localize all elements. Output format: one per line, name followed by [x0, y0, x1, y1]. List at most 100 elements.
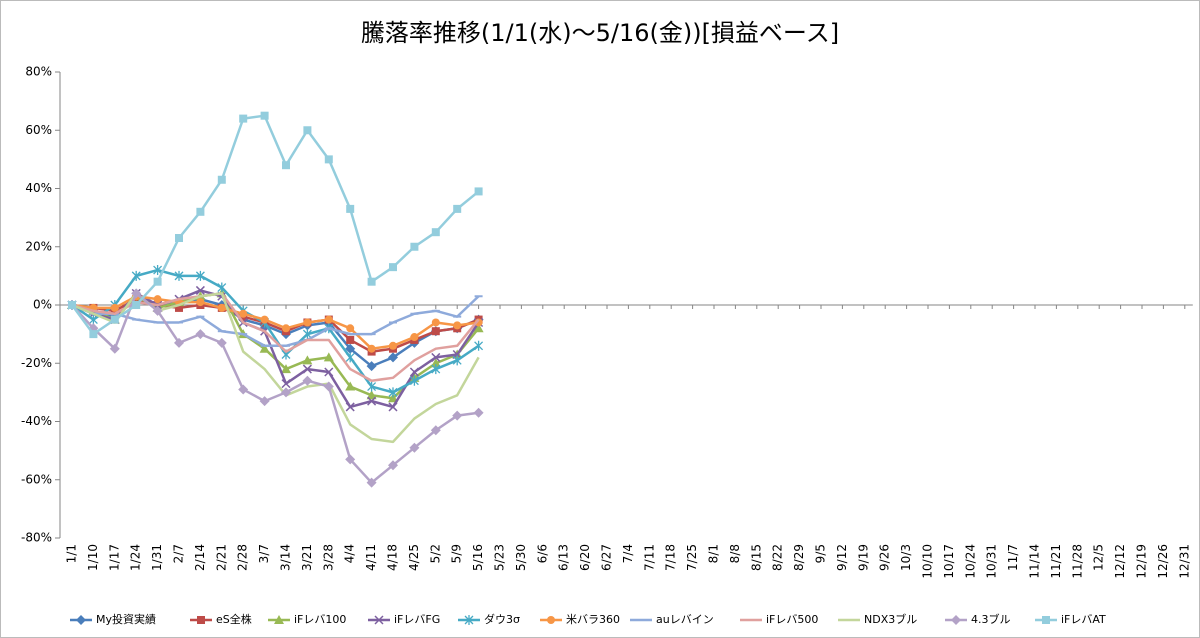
marker [216, 337, 227, 348]
marker [367, 344, 376, 353]
legend-label: 4.3ブル [971, 612, 1011, 626]
marker [217, 175, 226, 184]
marker [302, 329, 312, 340]
x-tick-label: 12/5 [1092, 544, 1106, 571]
marker [195, 270, 205, 281]
marker [260, 315, 269, 324]
marker [345, 381, 356, 391]
x-tick-label: 5/30 [514, 544, 528, 571]
marker [431, 228, 440, 237]
legend-item: NDX3ブル [838, 612, 917, 626]
legend-label: eS全株 [216, 612, 252, 626]
marker [281, 379, 291, 389]
marker [110, 303, 119, 312]
marker [131, 270, 141, 281]
marker [196, 207, 205, 216]
marker [345, 343, 356, 354]
x-tick-label: 7/18 [664, 544, 678, 571]
marker [282, 324, 290, 333]
x-tick-label: 12/12 [1113, 544, 1127, 579]
marker [388, 402, 398, 412]
marker [388, 352, 398, 363]
marker [547, 616, 555, 624]
series-line [71, 292, 479, 484]
x-tick-label: 12/19 [1135, 544, 1149, 579]
marker [89, 330, 98, 339]
marker [239, 114, 248, 123]
x-tick-label: 8/15 [749, 544, 763, 571]
marker [473, 407, 484, 418]
marker [88, 314, 98, 325]
x-tick-label: 7/25 [685, 544, 699, 571]
marker [260, 111, 269, 120]
marker [323, 352, 334, 362]
marker [410, 333, 419, 342]
x-tick-label: 7/4 [621, 544, 635, 563]
marker [388, 460, 398, 471]
x-tick-label: 1/1 [65, 544, 79, 563]
y-tick-label: 20% [25, 239, 52, 253]
marker [473, 323, 484, 333]
marker [464, 615, 474, 625]
x-tick-label: 11/14 [1028, 544, 1042, 579]
marker [131, 288, 142, 299]
x-tick-label: 10/24 [963, 544, 977, 579]
marker [474, 340, 484, 351]
marker [281, 387, 291, 398]
marker [153, 277, 162, 286]
marker [389, 263, 397, 272]
marker [453, 204, 462, 213]
marker [367, 396, 377, 406]
x-tick-label: 5/16 [471, 544, 485, 571]
marker [346, 324, 355, 333]
marker [174, 270, 184, 281]
x-tick-label: 8/1 [707, 544, 721, 563]
x-tick-label: 2/7 [172, 544, 186, 563]
legend-item: auレバイン [630, 613, 714, 626]
x-tick-label: 9/26 [878, 544, 892, 571]
legend-label: iFレバ100 [294, 613, 346, 626]
marker [110, 315, 119, 324]
x-tick-label: 9/19 [856, 544, 870, 571]
x-tick-label: 8/29 [792, 544, 806, 571]
legend-label: iFレバ500 [766, 613, 818, 626]
marker [1042, 616, 1050, 624]
x-tick-label: 6/6 [535, 544, 549, 563]
marker [474, 187, 483, 196]
x-tick-label: 6/13 [557, 544, 571, 571]
marker [259, 396, 270, 407]
legend-label: auレバイン [656, 613, 714, 626]
x-tick-label: 6/27 [600, 544, 614, 571]
chart-title: 騰落率推移(1/1(水)～5/16(金))[損益ベース] [361, 19, 839, 47]
x-tick-label: 4/18 [386, 544, 400, 571]
marker [430, 425, 441, 436]
x-tick-label: 1/17 [107, 544, 121, 571]
x-tick-label: 10/17 [942, 544, 956, 579]
x-tick-label: 3/21 [300, 544, 314, 571]
marker [410, 242, 419, 251]
marker [409, 442, 420, 453]
marker [431, 318, 440, 327]
legend-label: iFレバFG [394, 613, 440, 626]
marker [323, 381, 334, 392]
marker [452, 355, 462, 366]
x-tick-label: 12/26 [1156, 544, 1170, 579]
x-tick-label: 1/24 [129, 544, 143, 571]
marker [239, 309, 248, 318]
marker [388, 387, 398, 398]
marker [175, 234, 183, 243]
legend-label: iFレバAT [1061, 613, 1106, 626]
marker [282, 161, 290, 170]
marker [366, 361, 377, 372]
y-tick-label: 40% [25, 181, 52, 195]
marker [367, 277, 376, 286]
x-tick-label: 10/31 [985, 544, 999, 579]
y-tick-label: -80% [21, 531, 52, 545]
marker [197, 616, 205, 624]
x-tick-label: 4/25 [407, 544, 421, 571]
x-tick-label: 3/7 [257, 544, 271, 563]
marker [346, 335, 355, 344]
marker [951, 615, 961, 625]
marker [217, 282, 227, 293]
